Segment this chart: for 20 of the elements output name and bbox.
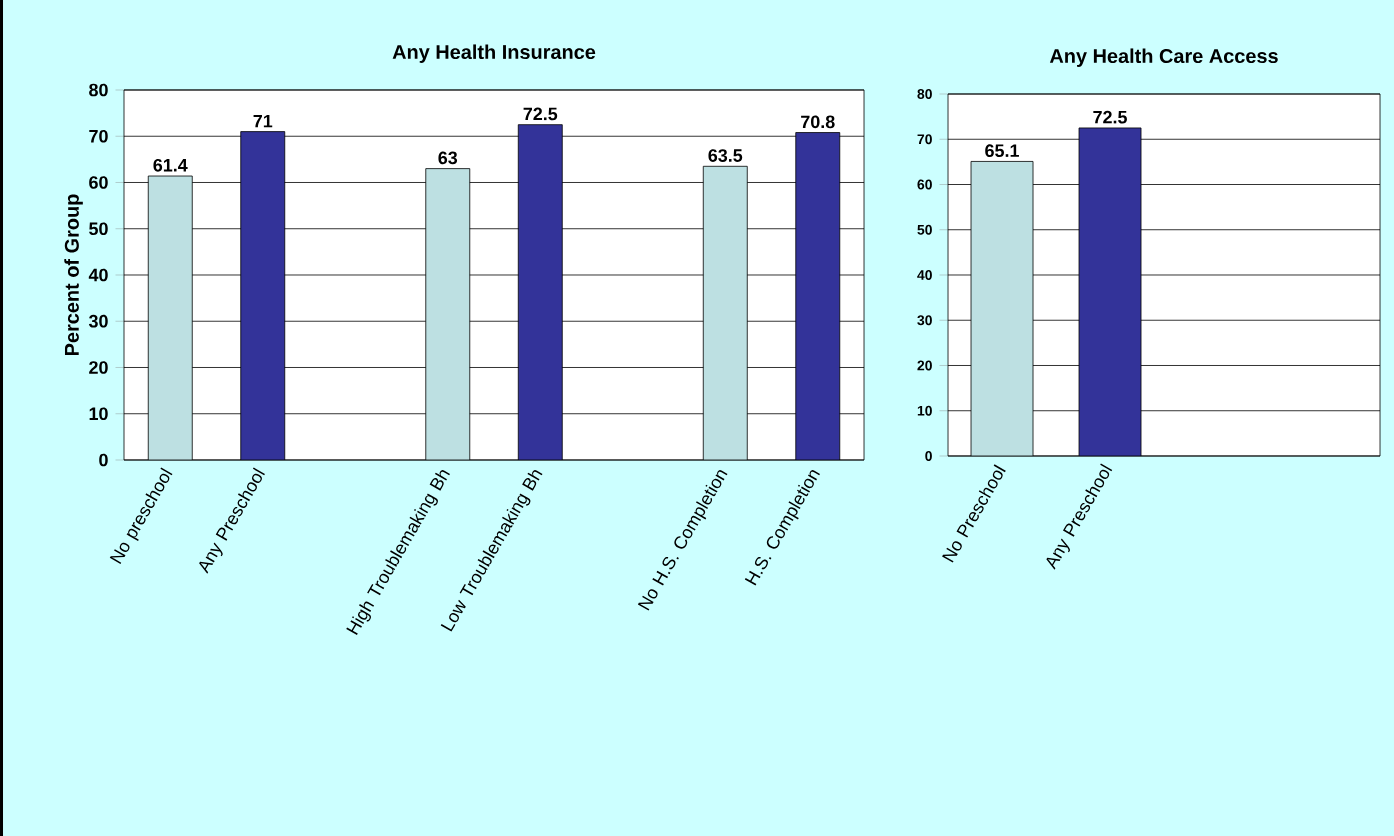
y-tick-label: 40	[88, 268, 108, 282]
y-axis-title: Percent of Group	[64, 194, 83, 356]
chart-title: Any Health Care Access	[1049, 48, 1278, 67]
y-tick-label: 20	[89, 361, 108, 374]
data-label: 63	[438, 151, 458, 165]
data-label: 61.4	[153, 158, 188, 172]
data-label: 71	[253, 114, 273, 128]
y-tick-label: 10	[89, 407, 108, 421]
data-label: 72.5	[523, 107, 558, 121]
data-label: 72.5	[1093, 110, 1127, 124]
data-label: 65.1	[985, 144, 1019, 158]
data-label: 70.8	[801, 115, 835, 129]
y-tick-label: 50	[89, 222, 108, 236]
y-tick-label: 30	[88, 314, 108, 328]
y-tick-label: 60	[89, 176, 108, 189]
chart-title: Any Health Insurance	[392, 44, 596, 63]
data-label: 63.5	[708, 149, 743, 162]
y-tick-label: 0	[99, 453, 108, 467]
y-tick-label: 80	[89, 83, 108, 97]
y-tick-label: 70	[89, 129, 108, 143]
